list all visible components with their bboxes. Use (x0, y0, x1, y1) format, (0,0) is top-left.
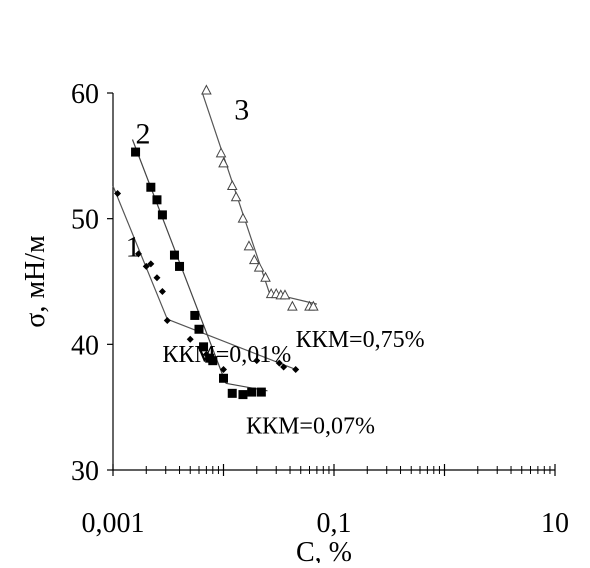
fit-line-series-2 (131, 139, 227, 384)
point-series-3 (279, 289, 291, 300)
point-series-3 (215, 147, 227, 158)
point-series-2 (227, 388, 237, 398)
point-series-3 (201, 84, 212, 95)
point-series-3 (287, 300, 298, 311)
point-series-2 (256, 387, 266, 397)
y-tick-label: 50 (71, 205, 99, 236)
point-series-2 (238, 390, 248, 400)
point-series-1 (114, 190, 122, 198)
x-tick-label: 0,1 (317, 508, 352, 539)
point-series-1 (280, 363, 288, 371)
point-series-3 (260, 271, 271, 282)
point-series-1 (134, 250, 142, 258)
point-series-2 (169, 250, 179, 260)
y-tick-label: 60 (71, 79, 99, 110)
point-series-3 (253, 261, 265, 272)
point-series-1 (158, 288, 166, 296)
point-series-3 (248, 254, 260, 265)
point-series-3 (237, 212, 249, 223)
point-series-1 (220, 365, 227, 373)
point-series-1 (186, 335, 194, 343)
point-series-2 (190, 310, 200, 320)
cmc-annotation: ККМ=0,01% (162, 342, 291, 368)
point-series-1 (292, 365, 300, 373)
point-series-1 (275, 359, 283, 367)
axes: 30 40 50 60 0,001 0,1 10 (71, 79, 569, 539)
cmc-annotation: ККМ=0,75% (296, 327, 425, 353)
point-series-3 (218, 157, 229, 168)
y-tick-label: 40 (71, 330, 99, 361)
point-series-2 (157, 210, 167, 220)
point-series-2 (175, 261, 185, 271)
point-series-2 (146, 182, 156, 192)
x-tick-label: 10 (541, 508, 569, 539)
labels: C, % σ, мН/м 1 2 3 ККМ=0,01% ККМ=0,07% ККМ=0,75… (20, 93, 425, 568)
series-label-1: 1 (126, 230, 141, 263)
point-series-1 (253, 357, 261, 365)
series-label-3: 3 (234, 93, 249, 126)
point-series-3 (307, 300, 319, 311)
point-series-2 (199, 342, 209, 352)
point-series-2 (208, 356, 218, 366)
point-series-2 (131, 147, 141, 157)
point-series-1 (142, 262, 150, 270)
point-series-2 (219, 373, 228, 383)
point-series-1 (153, 274, 161, 282)
point-series-2 (152, 195, 162, 205)
point-series-3 (226, 179, 238, 190)
point-series-3 (243, 240, 255, 251)
point-series-3 (230, 191, 242, 202)
x-tick-label: 0,001 (82, 508, 145, 539)
point-series-1 (147, 260, 155, 268)
data-points (114, 84, 319, 400)
point-series-2 (247, 387, 257, 397)
x-axis-title: C, % (296, 537, 352, 563)
fit-line-series-1 (167, 318, 296, 371)
point-series-1 (163, 316, 171, 324)
y-axis-title: σ, мН/м (20, 235, 51, 328)
series-label-2: 2 (136, 117, 151, 150)
y-tick-label: 30 (71, 456, 99, 487)
cmc-annotation: ККМ=0,07% (246, 414, 375, 440)
point-series-2 (194, 324, 204, 334)
